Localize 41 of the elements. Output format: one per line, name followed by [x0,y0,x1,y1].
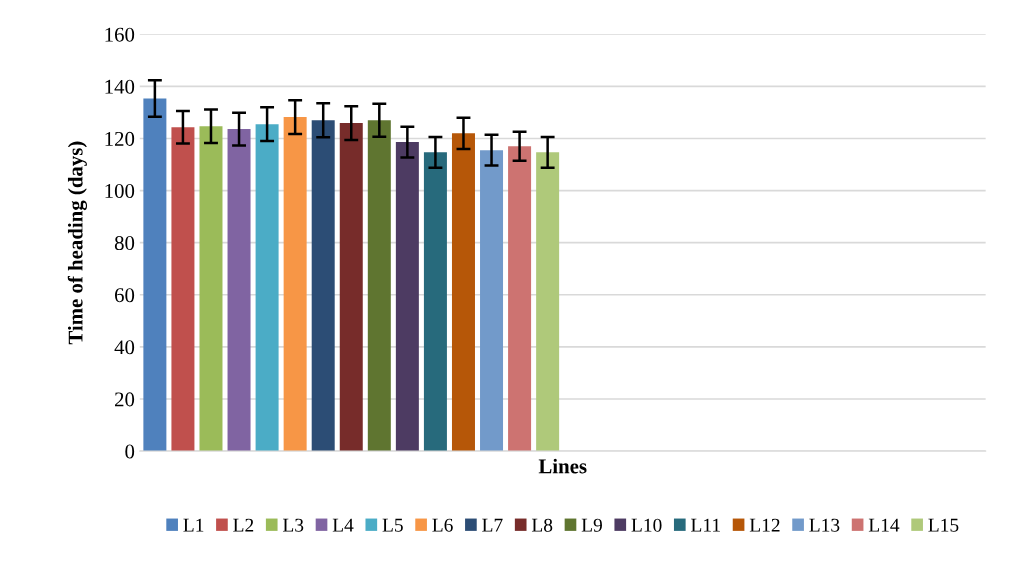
y-tick-label: 80 [114,236,135,251]
y-tick-label: 160 [105,27,135,42]
y-axis-title: Time of heading (days) [67,141,88,345]
y-tick-label: 0 [125,444,135,459]
bar [508,146,532,452]
bar [480,150,504,452]
y-tick-label: 40 [114,340,135,355]
legend-label: L12 [749,518,780,532]
x-axis-title: Lines [538,458,587,474]
legend-label: L4 [332,518,354,532]
bar [423,152,447,452]
legend-label: L8 [531,518,553,532]
bar [395,142,419,452]
legend-label: L15 [928,518,959,532]
legend-label: L7 [482,518,503,532]
bar [283,117,307,452]
y-tick-label: 20 [115,392,135,407]
bar [143,98,167,452]
bar [367,120,391,452]
legend-label: L1 [183,518,204,532]
y-tick-label: 100 [105,183,135,198]
bar [255,124,279,452]
bar [171,127,195,452]
legend-label: L5 [382,518,403,532]
legend-label: L11 [691,518,720,532]
legend-label: L10 [631,518,662,532]
bar [311,120,335,452]
y-tick-label: 60 [114,288,135,303]
legend-label: L14 [868,518,900,532]
legend-label: L13 [809,518,840,532]
legend-label: L9 [581,518,602,532]
legend-label: L3 [282,518,304,532]
bar [339,123,363,452]
y-tick-label: 120 [105,131,135,146]
bar [199,126,223,452]
bar [227,129,251,452]
legend-label: L2 [233,518,254,532]
bar [536,152,560,452]
legend-label: L6 [432,518,453,532]
y-tick-label: 140 [105,79,135,94]
bar [451,133,475,452]
